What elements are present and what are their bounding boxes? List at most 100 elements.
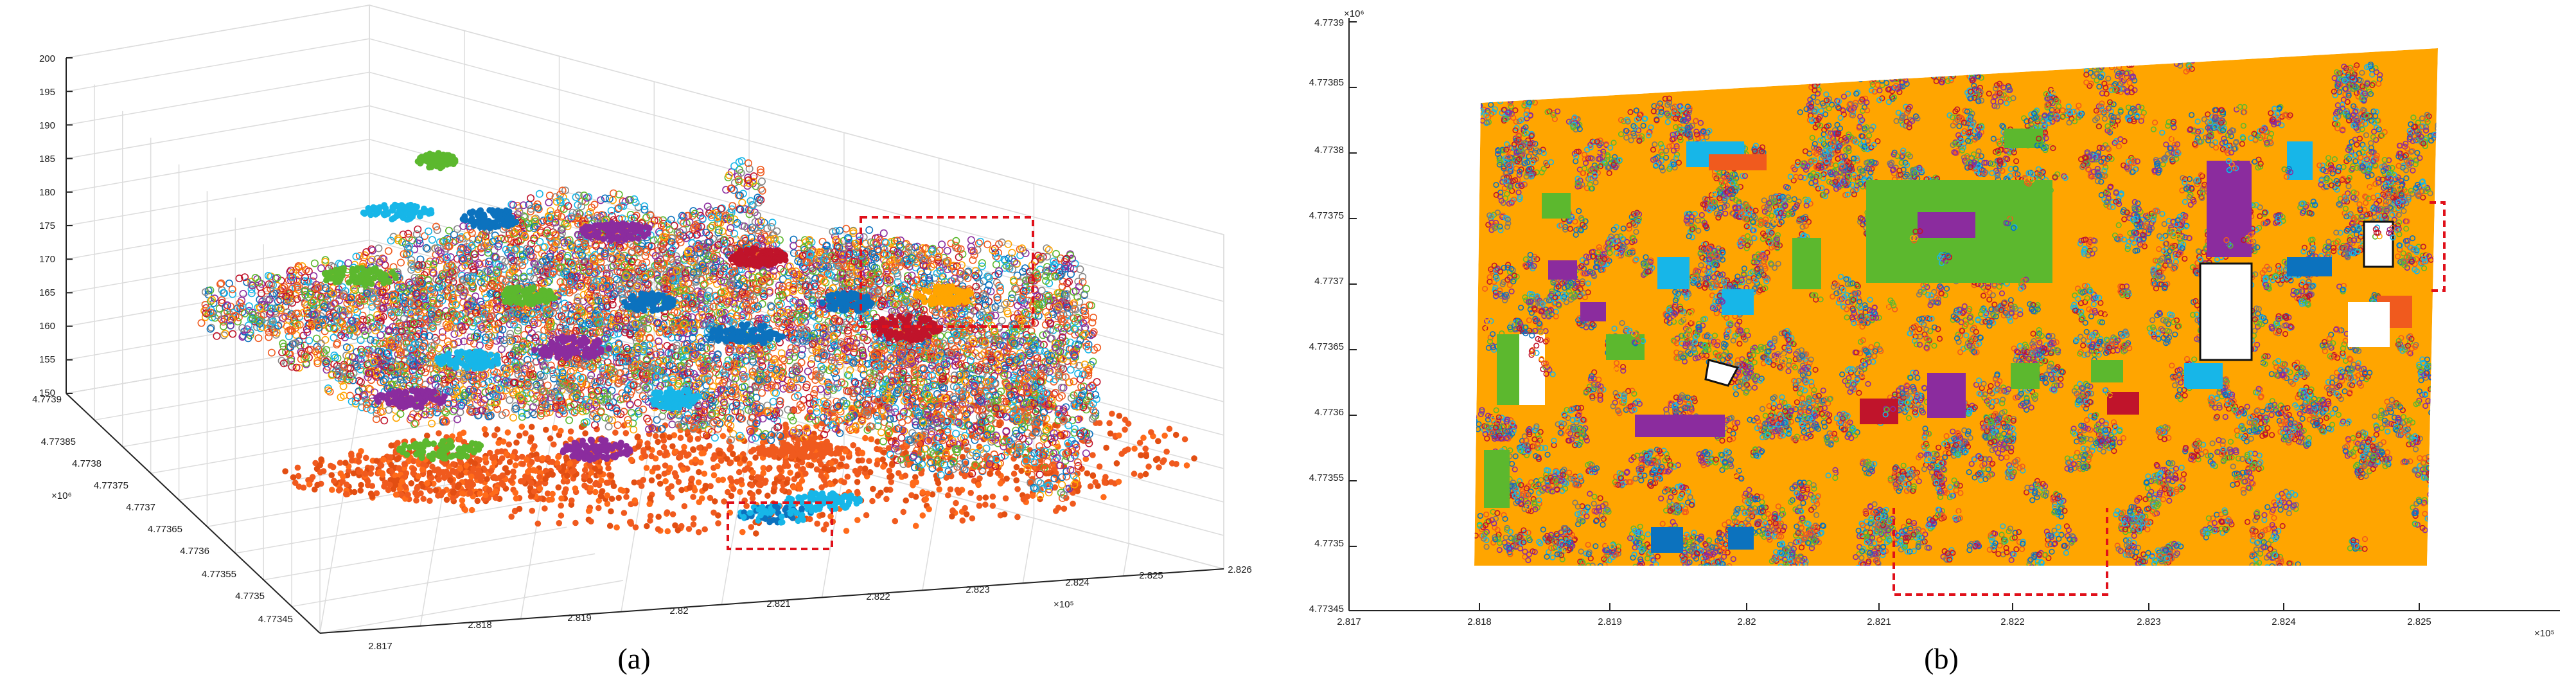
point-marker bbox=[1029, 492, 1036, 499]
point-marker bbox=[712, 498, 718, 505]
point-marker bbox=[827, 481, 834, 488]
point-marker bbox=[1103, 444, 1109, 451]
point-marker bbox=[757, 476, 764, 483]
point-marker bbox=[870, 485, 876, 492]
point-marker bbox=[949, 513, 955, 520]
point-marker bbox=[436, 430, 442, 436]
point-marker bbox=[1118, 451, 1125, 457]
point-marker bbox=[466, 490, 473, 497]
point-marker bbox=[1131, 445, 1138, 452]
point-marker bbox=[612, 429, 619, 436]
point-marker bbox=[681, 503, 688, 510]
point-marker bbox=[874, 438, 881, 445]
point-marker bbox=[290, 474, 297, 481]
point-marker bbox=[935, 480, 942, 487]
point-marker bbox=[443, 496, 450, 503]
point-marker bbox=[317, 469, 324, 476]
point-marker bbox=[701, 471, 708, 477]
point-marker bbox=[701, 526, 708, 533]
point-marker bbox=[300, 484, 307, 491]
point-marker bbox=[1137, 472, 1144, 479]
point-marker bbox=[314, 481, 321, 489]
point-marker bbox=[874, 461, 880, 468]
point-marker bbox=[623, 494, 630, 500]
point-marker bbox=[830, 466, 837, 473]
point-marker bbox=[719, 433, 727, 440]
point-marker bbox=[687, 436, 693, 443]
point-marker bbox=[393, 491, 400, 498]
point-marker bbox=[752, 454, 759, 461]
point-marker bbox=[662, 452, 668, 459]
point-marker bbox=[651, 465, 658, 471]
point-marker bbox=[373, 458, 380, 464]
point-marker bbox=[482, 293, 490, 301]
point-marker bbox=[613, 524, 620, 531]
point-marker bbox=[749, 491, 756, 498]
point-marker bbox=[859, 449, 865, 456]
point-marker bbox=[597, 492, 604, 499]
point-marker bbox=[922, 496, 930, 503]
point-marker bbox=[912, 474, 919, 481]
point-marker bbox=[1013, 477, 1019, 484]
point-marker bbox=[310, 259, 319, 267]
point-marker bbox=[318, 456, 324, 463]
point-marker bbox=[1173, 460, 1179, 467]
point-marker bbox=[572, 519, 579, 526]
point-marker bbox=[555, 454, 561, 460]
point-marker bbox=[1156, 464, 1162, 471]
point-marker bbox=[989, 493, 996, 500]
point-marker bbox=[362, 471, 369, 477]
point-marker bbox=[797, 485, 804, 492]
point-marker bbox=[1142, 471, 1149, 478]
point-marker bbox=[437, 492, 445, 499]
point-marker bbox=[748, 482, 755, 489]
point-marker bbox=[1154, 455, 1161, 462]
point-marker bbox=[784, 480, 790, 486]
point-marker bbox=[967, 489, 974, 496]
point-marker bbox=[358, 481, 364, 489]
point-marker bbox=[491, 453, 498, 460]
point-marker bbox=[608, 472, 615, 479]
point-marker bbox=[680, 466, 687, 473]
point-marker bbox=[492, 494, 499, 501]
point-marker bbox=[821, 476, 827, 483]
point-marker bbox=[707, 483, 714, 490]
point-marker bbox=[689, 475, 695, 482]
point-marker bbox=[512, 462, 519, 469]
point-marker bbox=[495, 440, 502, 446]
point-marker bbox=[484, 476, 490, 483]
point-marker bbox=[989, 503, 996, 509]
point-marker bbox=[1140, 435, 1147, 441]
point-marker bbox=[491, 432, 498, 439]
point-marker bbox=[396, 465, 402, 472]
point-marker bbox=[500, 438, 507, 445]
point-marker bbox=[513, 495, 520, 502]
point-marker bbox=[443, 469, 450, 475]
point-marker bbox=[844, 473, 851, 480]
grid-line bbox=[369, 38, 1224, 269]
point-marker bbox=[386, 481, 393, 489]
point-marker bbox=[738, 477, 745, 483]
point-marker bbox=[675, 527, 682, 534]
grid-line bbox=[922, 492, 940, 591]
point-marker bbox=[737, 489, 743, 496]
point-marker bbox=[710, 509, 717, 516]
point-marker bbox=[691, 515, 697, 522]
point-marker bbox=[617, 487, 624, 494]
point-marker bbox=[874, 445, 880, 453]
point-marker bbox=[520, 460, 526, 467]
point-marker bbox=[595, 505, 602, 512]
point-marker bbox=[1010, 471, 1018, 477]
point-marker bbox=[976, 502, 983, 509]
point-marker bbox=[401, 461, 408, 467]
point-marker bbox=[647, 494, 653, 501]
point-marker bbox=[1155, 438, 1161, 445]
point-marker bbox=[564, 472, 570, 479]
point-marker bbox=[555, 484, 562, 491]
point-marker bbox=[556, 519, 563, 526]
point-marker bbox=[755, 481, 763, 488]
point-marker bbox=[369, 493, 376, 500]
point-marker bbox=[862, 465, 869, 472]
point-marker bbox=[516, 505, 523, 512]
point-marker bbox=[919, 512, 926, 519]
